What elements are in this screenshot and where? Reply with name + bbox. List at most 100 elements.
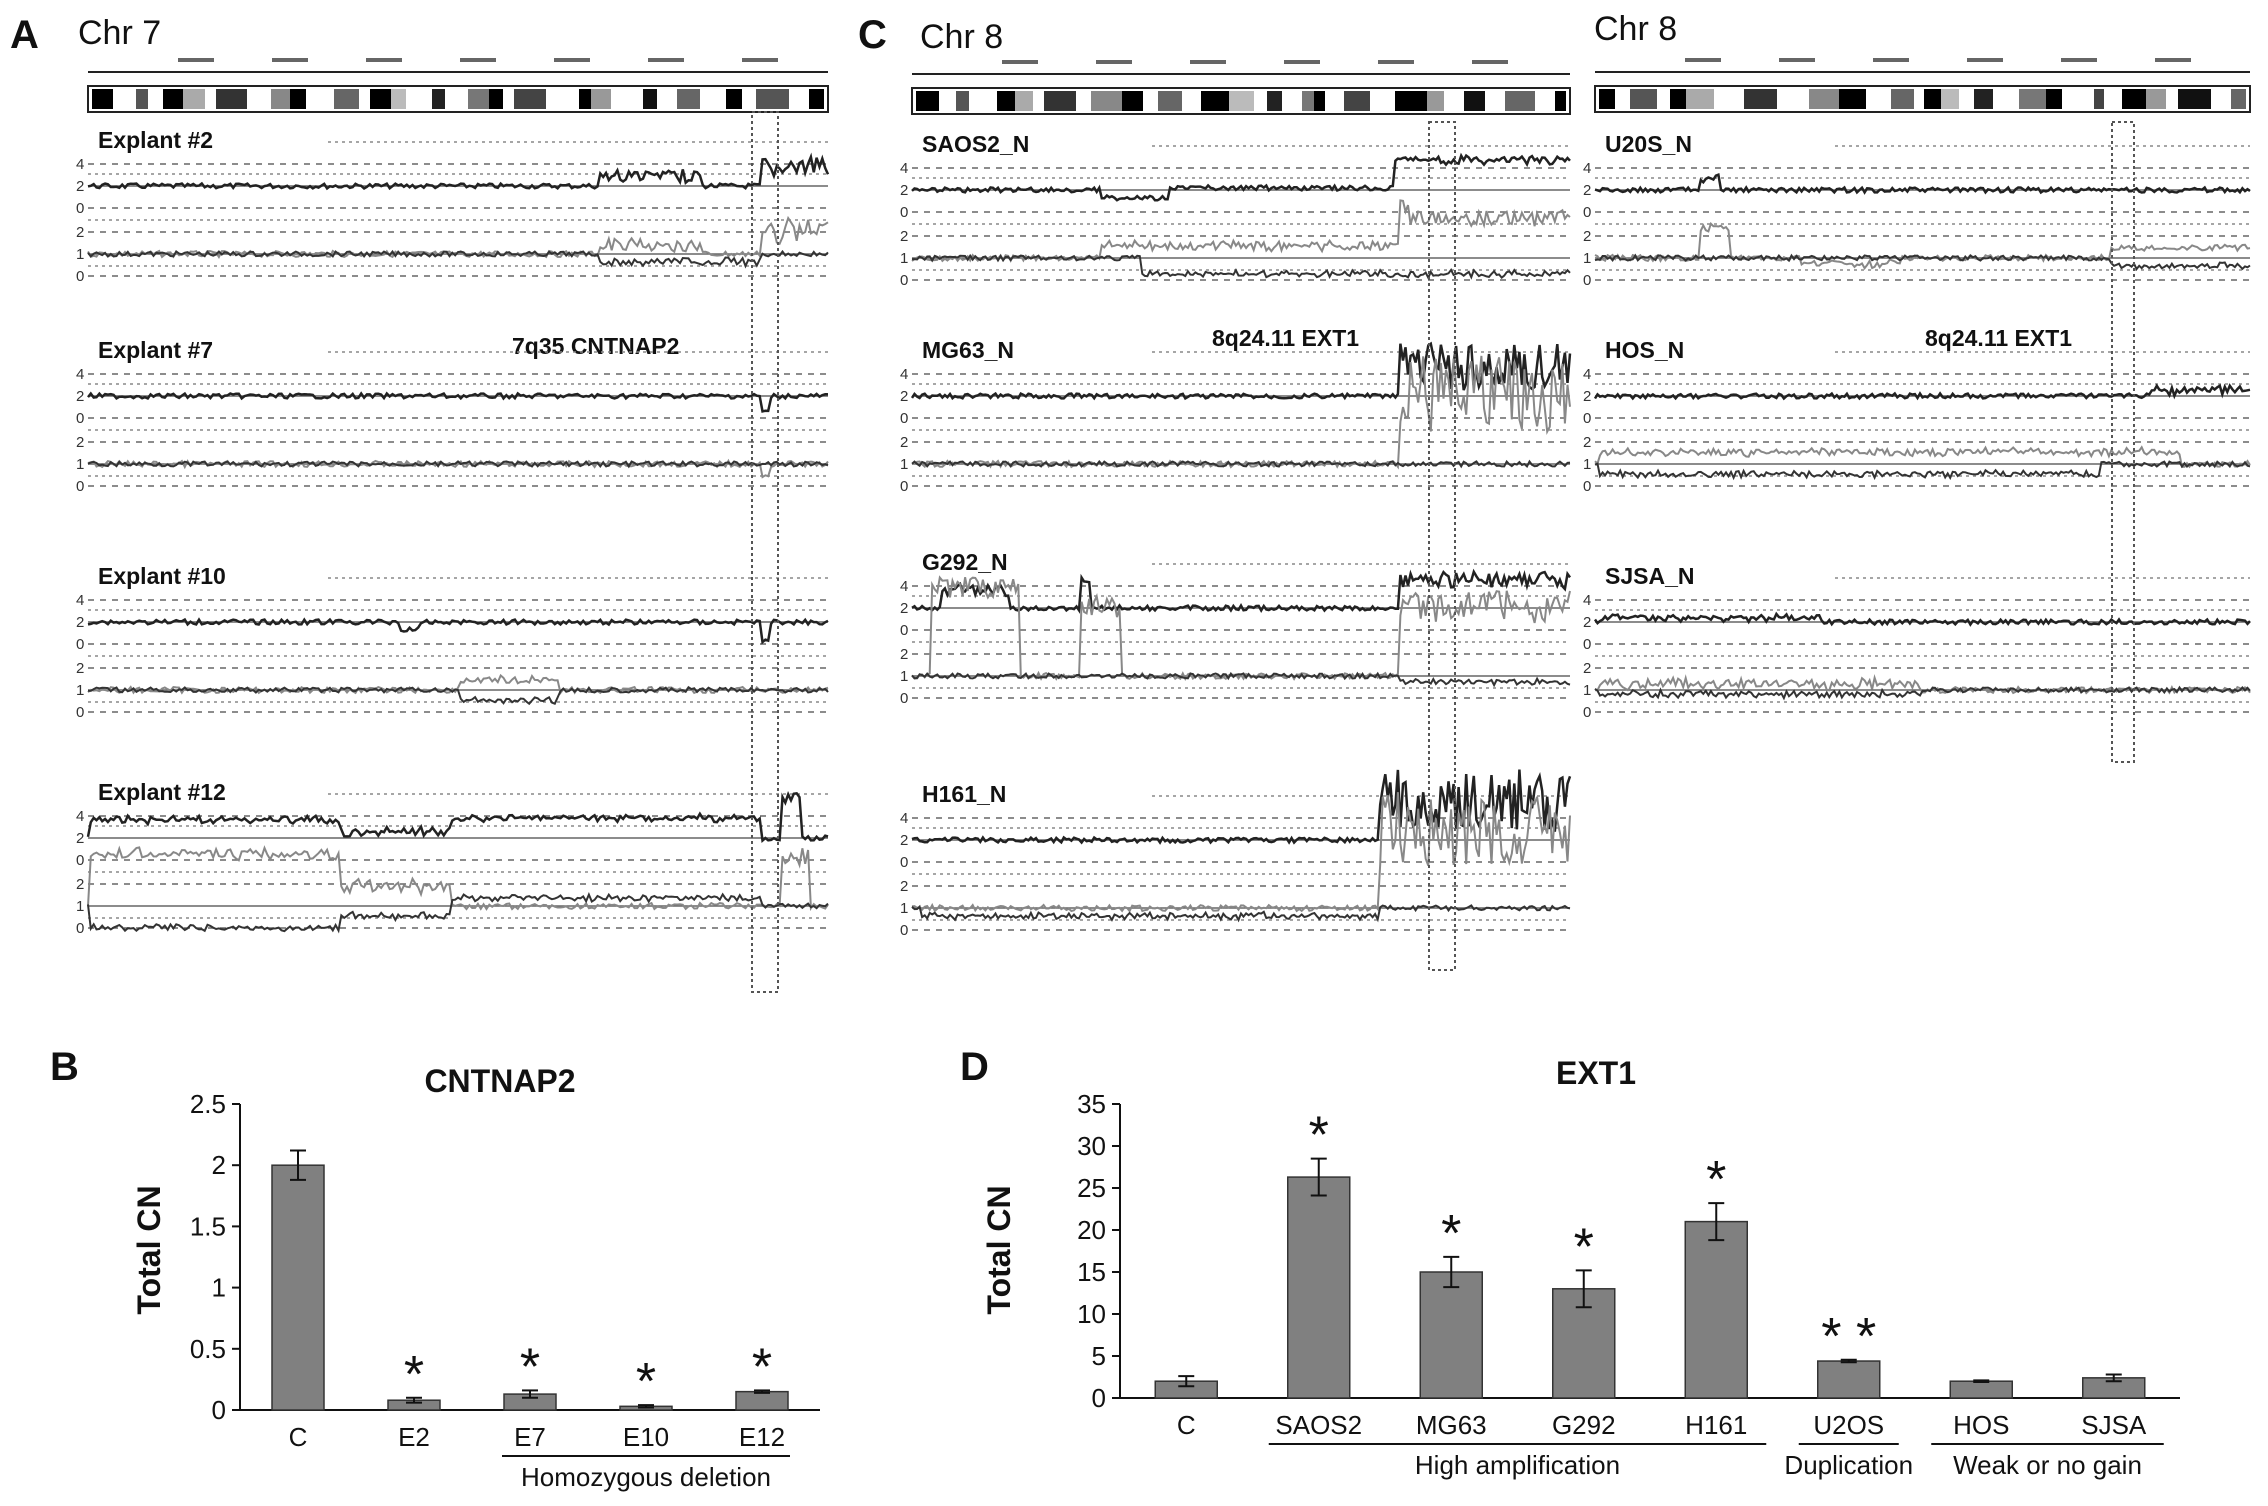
- ideogram-band: [163, 89, 183, 109]
- scale-tick: 1: [1583, 456, 1591, 473]
- ideogram-band: [1809, 89, 1839, 109]
- ideogram-band: [113, 89, 136, 109]
- bar: [1684, 1220, 1748, 1399]
- scale-tick: 4: [900, 578, 908, 595]
- scale-tick: 0: [1583, 410, 1591, 427]
- category-label: E10: [623, 1422, 669, 1452]
- panel-letter-d: D: [960, 1045, 989, 1089]
- scale-tick: 2: [76, 614, 84, 631]
- total-cn-line: [86, 790, 829, 843]
- ideogram-band: [1044, 91, 1076, 111]
- allele-1-line: [911, 792, 1571, 913]
- y-axis-label: Total CN: [981, 1185, 1017, 1314]
- scale-tick: 2: [76, 224, 84, 241]
- allele-2-line: [87, 892, 829, 934]
- allele-2-line: [87, 460, 829, 469]
- ideogram-band: [789, 89, 809, 109]
- scale-tick: 2: [1583, 434, 1591, 451]
- ideogram-band: [271, 89, 290, 109]
- ideogram-band: [657, 89, 677, 109]
- y-tick-label: 20: [1077, 1215, 1106, 1245]
- highlight-region-right: [2111, 121, 2135, 763]
- ideogram-band: [1015, 91, 1033, 111]
- group-label: Homozygous deletion: [521, 1462, 771, 1492]
- scale-tick: 2: [1583, 388, 1591, 405]
- ideogram-band: [306, 89, 334, 109]
- ideogram-band: [1959, 89, 1974, 109]
- chromosome-title-left: Chr 8: [920, 18, 1003, 56]
- copy-number-track: Explant #7 4 2 0 2 1 0: [76, 337, 829, 495]
- ideogram-band: [677, 89, 700, 109]
- ideogram-band: [468, 89, 489, 109]
- copy-number-track: SJSA_N 4 2 0 2 1 0: [1583, 563, 2251, 721]
- allele-1-line: [1594, 445, 2251, 469]
- ideogram-band: [809, 89, 824, 109]
- y-tick-label: 30: [1077, 1131, 1106, 1161]
- copy-number-track: G292_N 4 2 0 2 1 0: [900, 549, 1572, 707]
- track-label: Explant #7: [98, 337, 213, 363]
- copy-number-track: MG63_N 4 2 0 2 1 0: [900, 337, 1572, 495]
- category-label: E7: [514, 1422, 546, 1452]
- ideogram-band: [503, 89, 514, 109]
- chromosome-ideogram-right: [1594, 58, 2251, 113]
- category-label: SAOS2: [1275, 1410, 1362, 1440]
- ideogram-band: [1325, 91, 1344, 111]
- ideogram-band: [216, 89, 247, 109]
- category-label: SJSA: [2081, 1410, 2147, 1440]
- region-label: 7q35 CNTNAP2: [512, 333, 679, 359]
- scale-tick: 4: [1583, 592, 1591, 609]
- scale-tick: 2: [1583, 614, 1591, 631]
- copy-number-track: HOS_N 4 2 0 2 1 0: [1583, 337, 2251, 495]
- panel-letter-a: A: [10, 13, 39, 57]
- scale-tick: 0: [1583, 704, 1591, 721]
- ideogram-band: [136, 89, 148, 109]
- panel-a-copy-number-tracks: Chr 7 7q35 CNTNAP2 Explant #2420210Expla…: [76, 14, 830, 993]
- bar: [1287, 1176, 1351, 1399]
- ideogram-band: [92, 89, 113, 109]
- total-cn-line: [910, 341, 1572, 401]
- category-label: HOS: [1953, 1410, 2009, 1440]
- ideogram-band: [183, 89, 205, 109]
- scale-tick: 0: [76, 200, 84, 217]
- ideogram-band: [2178, 89, 2211, 109]
- total-cn-line: [87, 617, 829, 645]
- panel-letter-b: B: [50, 1045, 79, 1089]
- ideogram-band: [1670, 89, 1686, 109]
- scale-tick: 0: [76, 410, 84, 427]
- allele-2-line: [87, 249, 829, 269]
- ideogram-band: [1993, 89, 2019, 109]
- ideogram-band: [1555, 91, 1566, 111]
- ideogram-band: [1464, 91, 1485, 111]
- allele-1-line: [87, 673, 829, 696]
- allele-2-line: [1594, 253, 2251, 271]
- scale-tick: 2: [900, 878, 908, 895]
- ideogram-band: [247, 89, 271, 109]
- bar: [1419, 1271, 1483, 1399]
- allele-1-line: [911, 575, 1571, 681]
- scale-tick: 2: [1583, 660, 1591, 677]
- y-tick-label: 2: [212, 1150, 226, 1180]
- category-label: C: [289, 1422, 308, 1452]
- category-label: H161: [1685, 1410, 1747, 1440]
- ideogram-band: [742, 89, 756, 109]
- group-label: Duplication: [1784, 1450, 1913, 1480]
- allele-2-line: [1594, 685, 2251, 701]
- chromosome-ideogram: [87, 58, 829, 113]
- ideogram-band: [1033, 91, 1044, 111]
- significance-marker: *: [404, 1346, 424, 1404]
- bar: [1817, 1360, 1881, 1399]
- y-tick-label: 15: [1077, 1257, 1106, 1287]
- ideogram-band: [2046, 89, 2062, 109]
- ideogram-band: [2211, 89, 2231, 109]
- ideogram-band: [1076, 91, 1091, 111]
- scale-tick: 4: [1583, 160, 1591, 177]
- scale-tick: 1: [76, 246, 84, 263]
- ideogram-band: [359, 89, 370, 109]
- ideogram-band: [700, 89, 726, 109]
- ideogram-band: [1714, 89, 1744, 109]
- track-label: Explant #10: [98, 563, 226, 589]
- scale-tick: 0: [900, 272, 908, 289]
- copy-number-track: U20S_N 4 2 0 2 1 0: [1583, 131, 2251, 289]
- scale-tick: 0: [900, 854, 908, 871]
- allele-2-line: [87, 686, 829, 706]
